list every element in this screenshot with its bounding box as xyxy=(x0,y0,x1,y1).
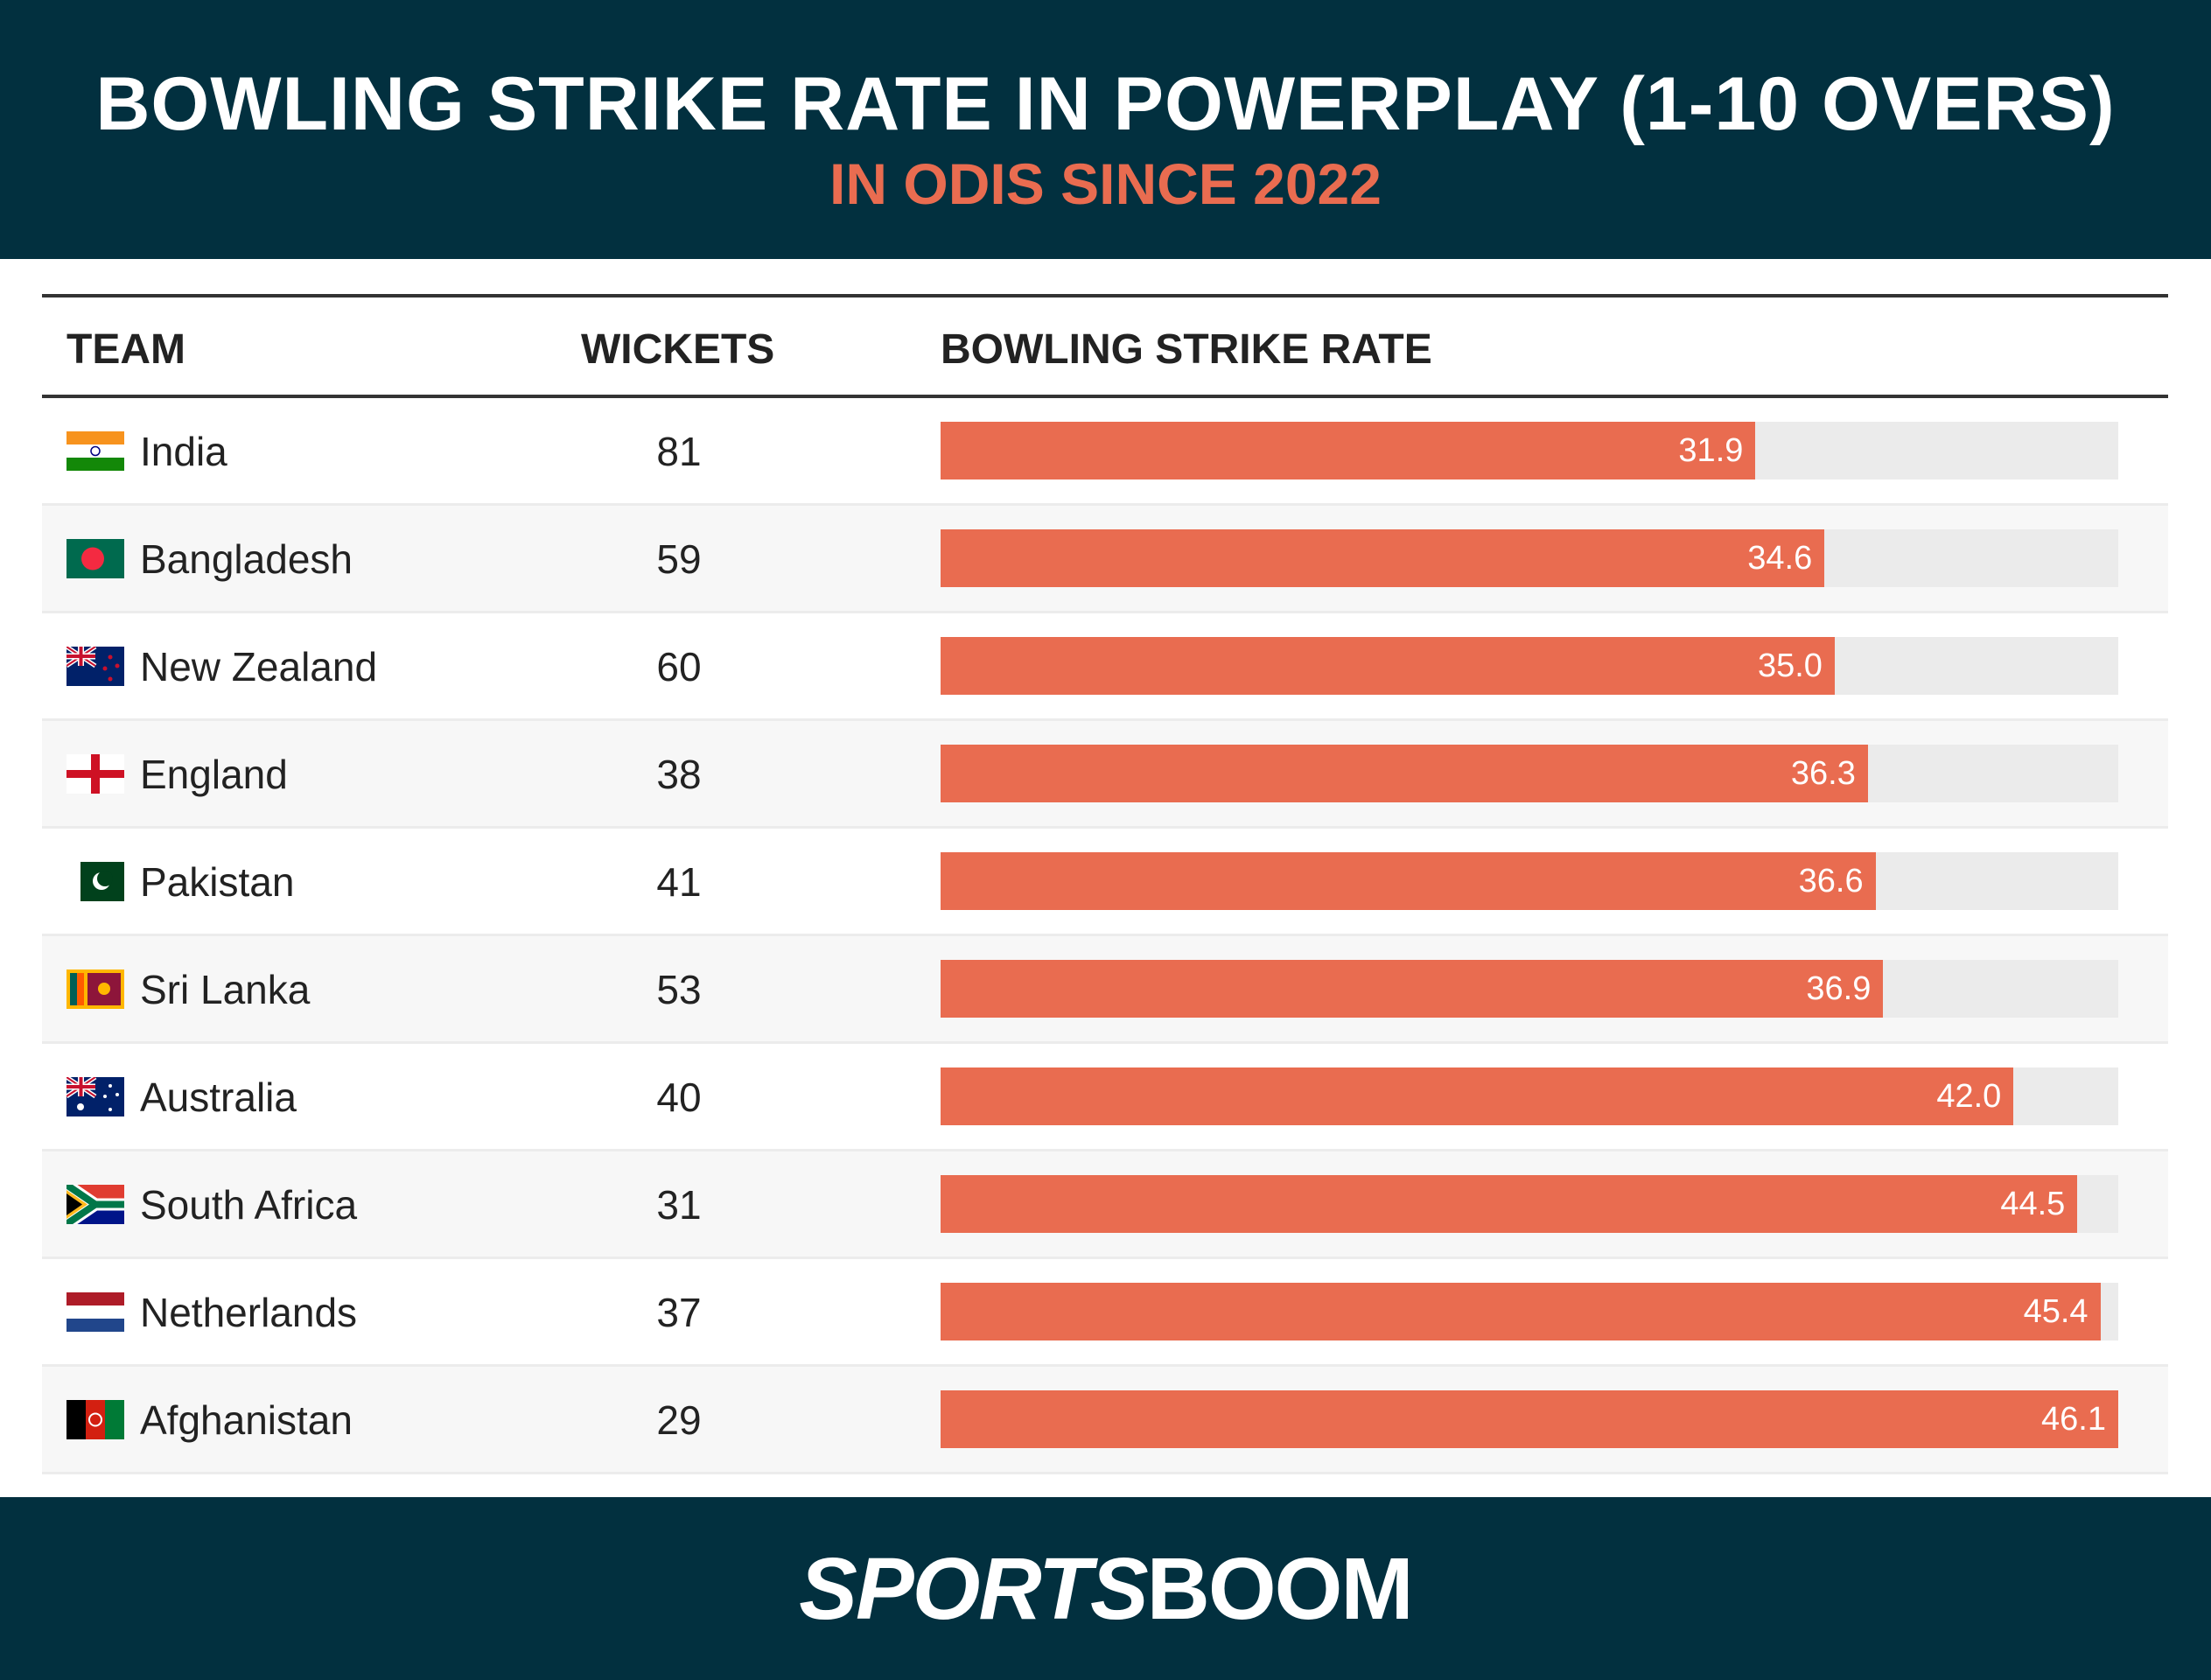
sportsboom-logo: SPORTSBOOM xyxy=(799,1540,1413,1638)
team-name: South Africa xyxy=(140,1182,358,1228)
table-row: Bangladesh 59 34.6 xyxy=(42,506,2168,613)
table-row: Australia 40 42.0 xyxy=(42,1044,2168,1152)
bar-value-label: 35.0 xyxy=(1757,648,1823,684)
strike-rate-bar: 35.0 xyxy=(941,637,1835,695)
table-row: Pakistan 41 36.6 xyxy=(42,829,2168,936)
india-flag-icon xyxy=(66,431,124,471)
wickets-value: 81 xyxy=(656,429,702,474)
netherlands-flag-icon xyxy=(66,1292,124,1332)
strike-rate-bar: 34.6 xyxy=(941,529,1825,587)
table-header: TEAM WICKETS BOWLING STRIKE RATE xyxy=(42,298,2168,398)
bar-track: 36.6 xyxy=(941,852,2118,910)
england-flag-icon xyxy=(66,754,124,794)
new-zealand-flag-icon xyxy=(66,647,124,686)
pakistan-flag-icon xyxy=(66,862,124,901)
team-name: Bangladesh xyxy=(140,536,353,582)
table-row: South Africa 31 44.5 xyxy=(42,1152,2168,1259)
bar-value-label: 36.6 xyxy=(1798,863,1864,900)
table-row: England 38 36.3 xyxy=(42,721,2168,829)
bangladesh-flag-icon xyxy=(66,539,124,578)
bar-value-label: 42.0 xyxy=(1936,1078,2002,1115)
wickets-value: 53 xyxy=(656,967,702,1012)
bar-value-label: 34.6 xyxy=(1747,540,1813,577)
wickets-value: 29 xyxy=(656,1397,702,1443)
team-name: Afghanistan xyxy=(140,1397,353,1443)
wickets-value: 40 xyxy=(656,1074,702,1120)
bar-value-label: 31.9 xyxy=(1678,432,1744,469)
table-row: Netherlands 37 45.4 xyxy=(42,1259,2168,1367)
bar-track: 35.0 xyxy=(941,637,2118,695)
bar-track: 31.9 xyxy=(941,422,2118,480)
team-name: England xyxy=(140,752,288,797)
strike-rate-bar: 36.3 xyxy=(941,745,1868,802)
footer: SPORTSBOOM xyxy=(0,1497,2211,1680)
bar-track: 42.0 xyxy=(941,1068,2118,1125)
team-name: Australia xyxy=(140,1074,297,1120)
bar-track: 46.1 xyxy=(941,1390,2118,1448)
team-name: New Zealand xyxy=(140,644,378,690)
bar-value-label: 36.3 xyxy=(1790,755,1856,792)
wickets-value: 38 xyxy=(656,752,702,797)
australia-flag-icon xyxy=(66,1077,124,1116)
wickets-value: 60 xyxy=(656,644,702,690)
strike-rate-bar: 46.1 xyxy=(941,1390,2118,1448)
bar-track: 36.9 xyxy=(941,960,2118,1018)
chart-subtitle: IN ODIS SINCE 2022 xyxy=(829,151,1382,216)
strike-rate-bar: 36.9 xyxy=(941,960,1884,1018)
south-africa-flag-icon xyxy=(66,1185,124,1224)
table-row: Afghanistan 29 46.1 xyxy=(42,1367,2168,1474)
bar-value-label: 44.5 xyxy=(2000,1186,2066,1222)
header: BOWLING STRIKE RATE IN POWERPLAY (1-10 O… xyxy=(0,0,2211,259)
strike-rate-bar: 44.5 xyxy=(941,1175,2078,1233)
wickets-value: 59 xyxy=(656,536,702,582)
chart-title: BOWLING STRIKE RATE IN POWERPLAY (1-10 O… xyxy=(95,62,2116,146)
column-header-strike-rate: BOWLING STRIKE RATE xyxy=(941,326,1432,373)
afghanistan-flag-icon xyxy=(66,1400,124,1439)
bar-track: 36.3 xyxy=(941,745,2118,802)
wickets-value: 41 xyxy=(656,859,702,905)
table-row: Sri Lanka 53 36.9 xyxy=(42,936,2168,1044)
strike-rate-bar: 42.0 xyxy=(941,1068,2014,1125)
sri-lanka-flag-icon xyxy=(66,970,124,1009)
column-header-team: TEAM xyxy=(66,326,185,373)
bar-track: 44.5 xyxy=(941,1175,2118,1233)
bar-value-label: 36.9 xyxy=(1806,970,1872,1007)
strike-rate-bar: 45.4 xyxy=(941,1283,2101,1340)
strike-rate-table: TEAM WICKETS BOWLING STRIKE RATE India 8… xyxy=(42,294,2168,1474)
bar-value-label: 46.1 xyxy=(2041,1401,2106,1438)
column-header-wickets: WICKETS xyxy=(581,326,775,373)
bar-value-label: 45.4 xyxy=(2023,1293,2089,1330)
table-row: India 81 31.9 xyxy=(42,398,2168,506)
team-name: India xyxy=(140,429,227,474)
table-row: New Zealand 60 35.0 xyxy=(42,613,2168,721)
bar-track: 45.4 xyxy=(941,1283,2118,1340)
strike-rate-bar: 31.9 xyxy=(941,422,1756,480)
bar-track: 34.6 xyxy=(941,529,2118,587)
team-name: Pakistan xyxy=(140,859,295,905)
team-name: Netherlands xyxy=(140,1290,358,1335)
top-divider xyxy=(42,294,2168,298)
strike-rate-bar: 36.6 xyxy=(941,852,1876,910)
wickets-value: 31 xyxy=(656,1182,702,1228)
wickets-value: 37 xyxy=(656,1290,702,1335)
team-name: Sri Lanka xyxy=(140,967,311,1012)
